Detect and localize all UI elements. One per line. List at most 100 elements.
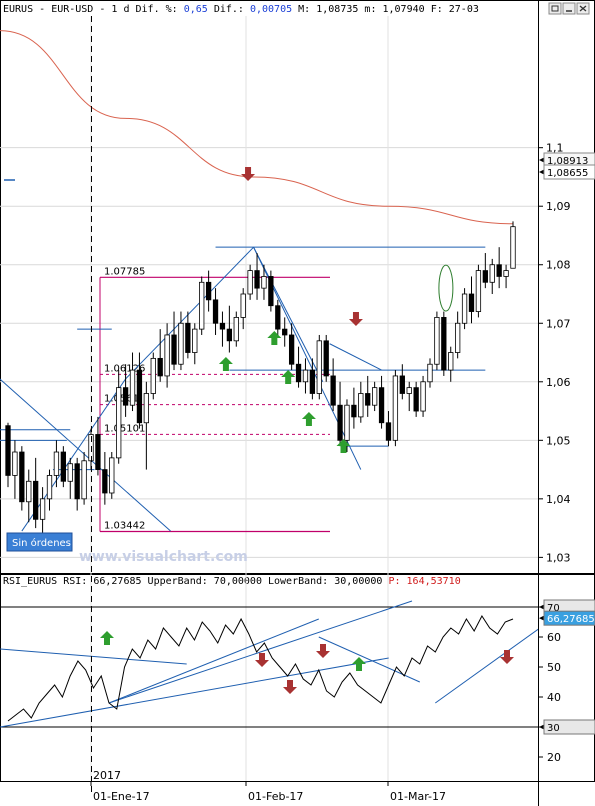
candle bbox=[219, 311, 226, 347]
candle-body bbox=[330, 375, 336, 406]
candle bbox=[129, 352, 136, 412]
rsi-trendline bbox=[0, 648, 187, 665]
candle bbox=[510, 221, 516, 269]
candle-body bbox=[413, 387, 419, 412]
fib-levels: 1.07785 1.06126 1.0561 1.05101 1.03442 bbox=[99, 266, 330, 533]
candle-body bbox=[441, 317, 447, 371]
candles bbox=[5, 221, 516, 534]
candle bbox=[385, 411, 392, 447]
candle-body bbox=[109, 457, 115, 494]
candle bbox=[323, 334, 329, 382]
rsi-header-lower-value: 30,00000 bbox=[334, 576, 382, 587]
candle bbox=[19, 446, 25, 511]
rsi-signal-arrows bbox=[100, 631, 514, 694]
candle bbox=[171, 311, 177, 371]
price-axis-ticks: 1,03 1,04 1,05 1,06 1,07 1,08 1,09 1,1 bbox=[538, 142, 571, 564]
candle bbox=[406, 381, 412, 412]
candle-body bbox=[116, 387, 122, 459]
candle bbox=[116, 370, 122, 464]
candle bbox=[143, 381, 150, 470]
candle-body bbox=[385, 422, 392, 441]
candle-body bbox=[448, 352, 454, 371]
rsi-header-upper-value: 70,00000 bbox=[214, 576, 262, 587]
candle bbox=[199, 276, 205, 335]
candle bbox=[185, 311, 191, 359]
arrow-up-icon bbox=[301, 412, 316, 426]
rsi-tick-label: 40 bbox=[547, 691, 561, 704]
candle-body bbox=[510, 226, 516, 269]
orders-badge-label: Sin órdenes bbox=[12, 537, 71, 549]
candle bbox=[309, 358, 316, 400]
price-tick-label: 1,05 bbox=[546, 434, 571, 447]
candle bbox=[74, 457, 80, 511]
candle bbox=[268, 270, 274, 312]
candle bbox=[351, 387, 357, 429]
rsi-header: RSI_EURUS RSI: 66,27685 UpperBand: 70,00… bbox=[3, 576, 461, 587]
trendline bbox=[125, 246, 254, 380]
candle bbox=[399, 364, 405, 400]
arrow-up-icon bbox=[336, 439, 351, 453]
header-dif-pct-value: 0,65 bbox=[184, 4, 208, 15]
candle-body bbox=[371, 387, 378, 406]
candle-body bbox=[344, 404, 350, 441]
candle-body bbox=[205, 281, 212, 301]
arrow-down-icon bbox=[348, 312, 363, 326]
rsi-line bbox=[7, 615, 514, 722]
arrow-down-icon bbox=[255, 653, 269, 667]
candle bbox=[46, 469, 53, 511]
candle bbox=[392, 370, 399, 447]
close-button[interactable] bbox=[576, 2, 590, 15]
candle-body bbox=[102, 469, 108, 494]
main-panel[interactable] bbox=[0, 0, 595, 574]
candle bbox=[60, 446, 66, 488]
candle-body bbox=[358, 393, 364, 418]
candle bbox=[95, 416, 101, 476]
fib-level-label: 1.06126 bbox=[104, 363, 145, 374]
rsi-tag-label: 70 bbox=[547, 603, 560, 614]
candle-body bbox=[67, 463, 73, 482]
price-tick-label: 1,08 bbox=[546, 259, 571, 272]
minimize-button[interactable] bbox=[562, 2, 576, 15]
candle bbox=[247, 264, 253, 300]
candle-body bbox=[19, 451, 25, 503]
candle-body bbox=[60, 451, 66, 482]
candle-body bbox=[295, 363, 302, 383]
year-label: 2017 bbox=[93, 769, 121, 782]
candle bbox=[39, 487, 46, 534]
moving-average bbox=[0, 30, 514, 225]
candle bbox=[212, 288, 219, 335]
candle-body bbox=[468, 293, 475, 312]
candle-body bbox=[434, 317, 440, 365]
candle-body bbox=[39, 498, 46, 520]
header-min-value: 1,07940 bbox=[383, 4, 425, 15]
rsi-tick-label: 20 bbox=[547, 751, 561, 764]
candle-body bbox=[129, 369, 136, 406]
candle bbox=[205, 270, 212, 312]
candle-body bbox=[365, 393, 371, 406]
candle-body bbox=[164, 334, 170, 377]
candle-body bbox=[288, 334, 295, 365]
rsi-tick-label: 50 bbox=[547, 661, 561, 674]
candle bbox=[164, 323, 170, 388]
candle-body bbox=[378, 387, 385, 424]
price-tick-label: 1,1 bbox=[546, 142, 564, 155]
moving-average-line bbox=[0, 30, 514, 225]
candle-body bbox=[46, 475, 53, 500]
candle bbox=[475, 264, 482, 318]
candle-body bbox=[53, 451, 60, 476]
candle-body bbox=[406, 387, 412, 394]
restore-button[interactable] bbox=[548, 2, 562, 15]
header-min-label: m: bbox=[364, 4, 376, 15]
candle bbox=[330, 358, 336, 412]
candle-body bbox=[150, 357, 156, 394]
candle-body bbox=[171, 334, 177, 365]
candle-body bbox=[261, 276, 267, 289]
candle-body bbox=[392, 375, 399, 441]
price-tick-label: 1,07 bbox=[546, 317, 571, 330]
arrow-down-icon bbox=[316, 644, 330, 658]
candle-body bbox=[275, 305, 281, 330]
orders-badge[interactable]: Sin órdenes bbox=[6, 532, 73, 552]
candle bbox=[302, 358, 309, 394]
candle-body bbox=[496, 264, 502, 277]
candle bbox=[365, 375, 371, 417]
